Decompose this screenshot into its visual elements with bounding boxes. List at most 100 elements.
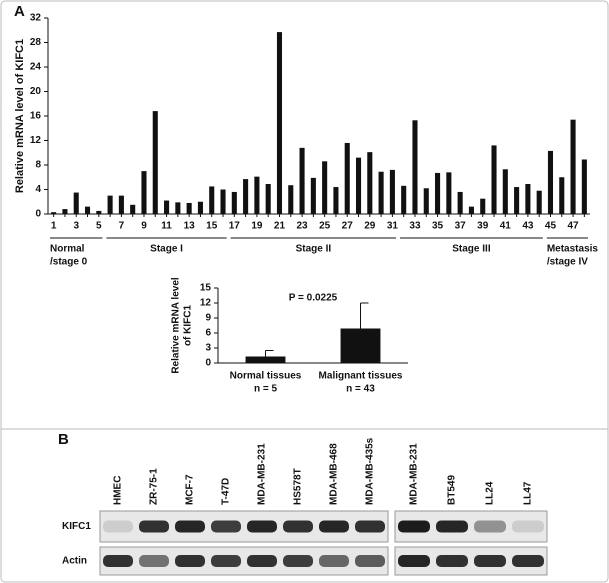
bar	[245, 356, 286, 363]
bar	[401, 185, 407, 214]
bar	[96, 210, 102, 214]
bar	[457, 191, 463, 214]
bar	[468, 206, 474, 214]
bar	[197, 201, 203, 214]
bar	[525, 183, 531, 214]
x-tick-label: 19	[251, 221, 263, 232]
bar	[130, 204, 136, 214]
bar	[141, 171, 147, 214]
bar	[446, 172, 452, 214]
p-value: P = 0.0225	[289, 293, 338, 304]
bar	[84, 206, 91, 214]
lane-label: MDA-MB-435s	[365, 437, 376, 505]
bar	[333, 187, 339, 214]
bar	[186, 202, 192, 214]
bar	[118, 195, 124, 214]
x-tick-label: 39	[477, 221, 489, 232]
band	[211, 555, 241, 567]
x-tick-label: Normal tissues	[230, 371, 302, 382]
x-tick-label: 7	[119, 221, 125, 232]
bar	[164, 200, 170, 214]
y-axis-label: Relative mRNA level	[171, 277, 182, 374]
bar	[435, 172, 441, 214]
group-label: Normal	[50, 244, 85, 255]
lane-label: MDA-MB-231	[409, 443, 420, 505]
lane-label: MDA-MB-468	[329, 443, 340, 505]
band	[319, 555, 349, 567]
band	[139, 555, 169, 567]
panel-label: B	[58, 431, 69, 448]
band	[355, 520, 385, 533]
y-tick-label: 6	[205, 328, 211, 339]
bar	[389, 169, 395, 214]
x-tick-label: 13	[184, 221, 196, 232]
group-label: /stage 0	[50, 257, 88, 268]
y-tick-label: 16	[30, 111, 42, 122]
y-tick-label: 20	[30, 86, 42, 97]
x-tick-label: 15	[206, 221, 218, 232]
x-tick-label: 17	[229, 221, 241, 232]
y-tick-label: 4	[35, 184, 41, 195]
lane-label: MCF-7	[185, 474, 196, 505]
x-tick-label: 45	[545, 221, 557, 232]
y-tick-label: 3	[205, 343, 211, 354]
band	[175, 520, 205, 533]
y-tick-label: 0	[205, 358, 211, 369]
band	[512, 520, 544, 533]
bar	[344, 142, 350, 214]
y-tick-label: 24	[30, 62, 42, 73]
bar	[310, 177, 316, 214]
x-tick-label: 23	[297, 221, 309, 232]
panel-label: A	[14, 3, 25, 20]
x-tick-label: 33	[409, 221, 421, 232]
x-tick-label: 31	[387, 221, 399, 232]
bar	[299, 147, 305, 214]
bar	[62, 209, 68, 214]
group-label: /stage IV	[547, 257, 588, 268]
lane-label: HMEC	[113, 476, 124, 505]
bar	[581, 159, 587, 214]
band	[355, 555, 385, 567]
bar	[514, 187, 520, 214]
bar	[412, 120, 418, 214]
row-label: KIFC1	[62, 521, 91, 532]
bar	[355, 157, 362, 214]
bar	[175, 202, 181, 214]
bar	[491, 145, 497, 214]
group-label: Stage I	[150, 244, 183, 255]
x-tick-label: 21	[274, 221, 286, 232]
x-tick-label: n = 5	[254, 384, 278, 395]
bar	[367, 152, 373, 214]
x-tick-label: 11	[161, 221, 172, 232]
band	[103, 520, 133, 533]
y-tick-label: 28	[30, 37, 42, 48]
bar	[254, 176, 260, 214]
group-label: Metastasis	[547, 244, 599, 255]
x-tick-label: 9	[141, 221, 147, 232]
group-label: Stage III	[452, 244, 491, 255]
band	[319, 520, 349, 533]
band	[283, 555, 313, 567]
band	[139, 520, 169, 533]
band	[512, 555, 544, 567]
band	[474, 520, 506, 533]
bar	[209, 186, 215, 214]
x-tick-label: 29	[364, 221, 376, 232]
bar	[547, 150, 554, 214]
band	[103, 555, 133, 567]
lane-label: HS578T	[293, 468, 304, 505]
bar	[288, 185, 294, 214]
y-tick-label: 12	[30, 135, 42, 146]
band	[398, 555, 430, 567]
bar	[231, 191, 237, 214]
lane-label: MDA-MB-231	[257, 443, 268, 505]
bar	[480, 198, 486, 214]
x-tick-label: 25	[319, 221, 331, 232]
bar	[51, 212, 57, 214]
bar	[502, 169, 508, 214]
bar	[73, 192, 79, 214]
group-label: Stage II	[296, 244, 332, 255]
lane-label: LL47	[523, 481, 534, 505]
